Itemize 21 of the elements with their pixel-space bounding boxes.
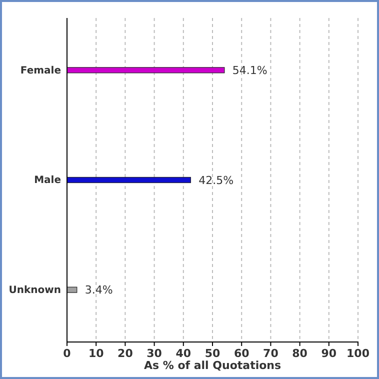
x-tick-label: 80	[292, 346, 308, 360]
x-tick-label: 40	[176, 346, 192, 360]
data-label: 54.1%	[232, 64, 268, 78]
x-tick-label: 0	[63, 346, 72, 360]
x-tick-label: 50	[204, 346, 220, 360]
bar	[66, 176, 191, 184]
x-tick-label: 20	[118, 346, 134, 360]
data-label: 42.5%	[198, 174, 234, 187]
y-tick-label: Male	[34, 175, 62, 186]
x-tick-label: 90	[321, 346, 337, 360]
x-tick-label: 60	[234, 346, 250, 360]
y-tick-label: Unknown	[8, 285, 61, 296]
bar	[66, 67, 225, 74]
x-tick-label: 10	[88, 346, 104, 360]
x-tick-label: 100	[346, 346, 370, 360]
x-axis-title: As % of all Quotations	[144, 359, 282, 372]
x-tick-label: 30	[146, 346, 162, 360]
y-tick-label: Female	[20, 65, 62, 76]
x-tick-label: 70	[263, 346, 279, 360]
bar	[66, 286, 78, 293]
data-label: 3.4%	[84, 284, 113, 297]
